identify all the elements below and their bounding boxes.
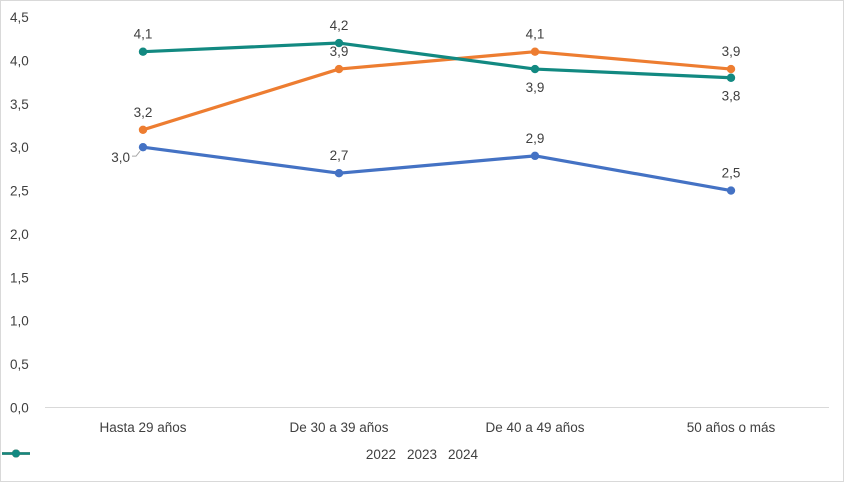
series-line-2024 [141,41,733,80]
data-point-2022-0 [138,142,148,152]
data-point-2024-2 [530,64,540,74]
x-category-label: Hasta 29 años [99,420,186,435]
data-point-2024-1 [334,38,344,48]
y-tick-label: 3,5 [10,97,29,112]
data-label-2022-1: 2,7 [330,148,349,163]
data-label-2022-3: 2,5 [722,166,741,181]
y-tick-label: 2,0 [10,227,29,242]
y-tick-label: 1,0 [10,314,29,329]
y-tick-label: 4,5 [10,10,29,25]
x-category-label: De 30 a 39 años [289,420,388,435]
legend: 2022 2023 2024 [1,448,843,462]
legend-item-label: 2023 [406,447,438,462]
data-point-2024-0 [138,47,148,56]
data-label-2024-3: 3,8 [722,89,741,104]
legend-marker-dot [12,449,20,458]
y-tick-label: 3,0 [10,140,29,155]
data-label-2024-1: 4,2 [330,18,349,33]
y-tick-label: 1,5 [10,270,29,285]
data-label-2023-1: 3,9 [330,44,349,59]
y-tick-label: 0,0 [10,401,29,416]
data-label-2023-0: 3,2 [134,105,153,120]
data-point-2022-3 [726,186,736,195]
data-label-2023-3: 3,9 [722,44,741,59]
data-label-leader-line [132,150,141,157]
y-tick-label: 2,5 [10,184,29,199]
data-point-2022-2 [530,151,540,161]
x-category-label: De 40 a 49 años [485,420,584,435]
legend-item-2022: 2022 [2,447,396,462]
data-point-2023-0 [138,125,148,135]
data-label-2024-2: 3,9 [526,80,545,95]
x-category-label: 50 años o más [687,420,776,435]
legend-item-label: 2022 [365,447,396,462]
data-point-2024-3 [726,73,736,82]
data-point-2023-2 [530,47,540,56]
legend-line-marker-icon [2,449,30,458]
series-line-2023 [141,50,733,132]
data-point-2022-1 [334,169,344,178]
data-label-2023-2: 4,1 [526,27,545,42]
legend-item-2024: 2024 [2,447,479,462]
y-tick-label: 4,0 [10,53,29,68]
legend-item-2023: 2023 [2,447,438,462]
data-label-2022-2: 2,9 [526,131,545,146]
data-point-2023-3 [726,64,736,74]
data-label-2024-0: 4,1 [134,27,153,42]
legend-item-label: 2024 [448,447,479,462]
series-line-2022 [141,145,733,193]
data-point-2023-1 [334,64,344,74]
data-label-2022-0: 3,0 [111,150,130,165]
y-tick-label: 0,5 [10,357,29,372]
